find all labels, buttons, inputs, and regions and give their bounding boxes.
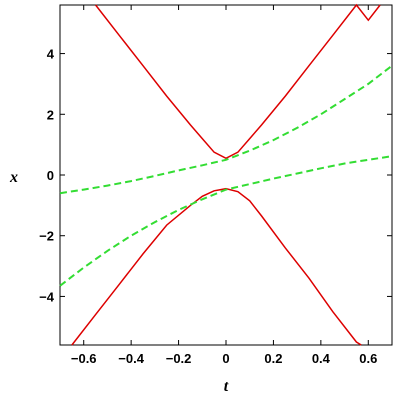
y-axis-label: x [9,169,18,186]
series-layer [59,3,393,346]
series-line-1 [95,3,381,160]
series-line-3 [59,64,393,195]
x-tick-label: 0.6 [359,351,377,366]
x-tick-label: −0.6 [71,351,97,366]
plot-frame [59,4,393,346]
series-line-4 [59,155,393,287]
y-tick-label: 4 [47,47,55,62]
x-tick-label: 0.2 [264,351,282,366]
series-line-2 [71,187,362,346]
y-tick-label: 2 [47,107,54,122]
y-tick-label: −4 [39,289,55,304]
x-tick-label: −0.4 [118,351,144,366]
x-tick-label: 0.4 [312,351,331,366]
x-axis-label: t [224,378,229,395]
x-tick-label: −0.2 [166,351,192,366]
tick-layer: −0.6 −0.4 −0.2 0 0.2 0.4 0.6 −4 −2 0 2 4 [39,5,392,366]
x-tick-label: 0 [222,351,229,366]
y-tick-label: −2 [39,229,54,244]
y-tick-label: 0 [47,168,54,183]
